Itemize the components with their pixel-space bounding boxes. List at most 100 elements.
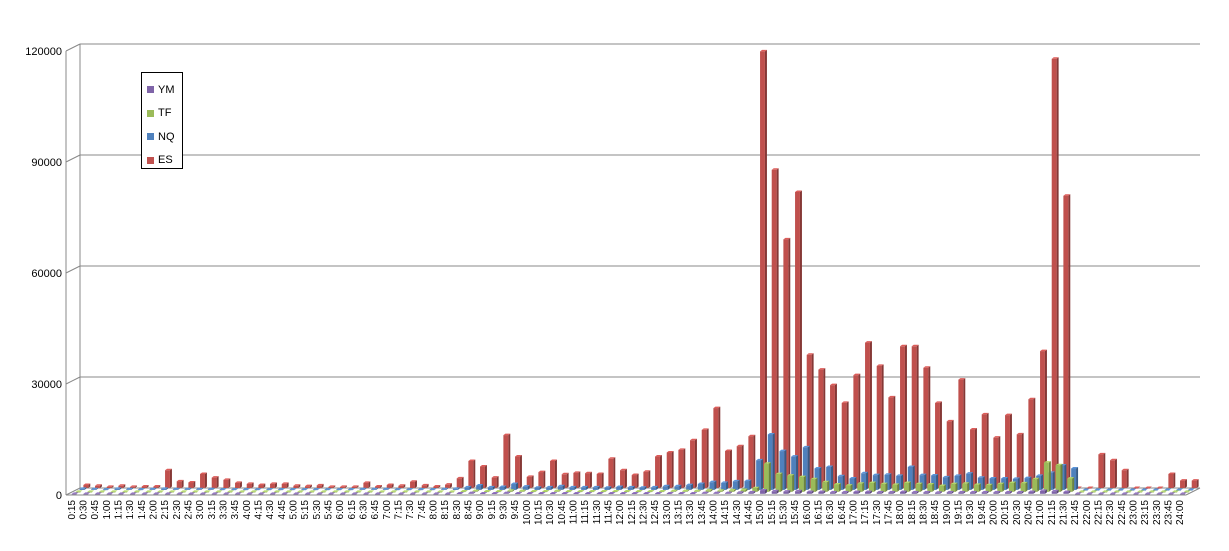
bar-side bbox=[904, 344, 907, 488]
bar-es-15:30 bbox=[795, 190, 802, 488]
bar-ym-16:00 bbox=[806, 490, 814, 494]
bar-top bbox=[445, 483, 452, 485]
bar-top bbox=[1172, 490, 1180, 492]
bar-es-8:45 bbox=[480, 465, 487, 488]
bar-top bbox=[771, 168, 779, 170]
bar-nq-12:00 bbox=[627, 485, 635, 490]
bar-front bbox=[106, 486, 112, 488]
bar-top bbox=[526, 491, 534, 494]
bar-ym-11:30 bbox=[596, 491, 604, 495]
bar-side bbox=[659, 491, 662, 494]
bar-side bbox=[858, 490, 861, 494]
bar-top bbox=[417, 488, 425, 490]
bar-top bbox=[655, 455, 662, 457]
bar-side bbox=[932, 482, 935, 492]
bar-tf-17:45 bbox=[892, 483, 900, 492]
bar-side bbox=[329, 488, 332, 490]
legend-item-es: ES bbox=[142, 149, 182, 173]
bar-top bbox=[713, 406, 721, 409]
bar-side bbox=[271, 488, 274, 490]
bar-top bbox=[219, 488, 227, 490]
bar-top bbox=[981, 490, 989, 493]
bar-front bbox=[561, 493, 567, 495]
bar-front bbox=[413, 491, 419, 493]
bar-nq-1:30 bbox=[137, 488, 145, 491]
bar-front bbox=[596, 493, 602, 495]
bar-top bbox=[87, 490, 95, 492]
legend-item-tf: TF bbox=[142, 102, 182, 126]
bar-top bbox=[83, 492, 91, 494]
bar-top bbox=[841, 401, 849, 403]
bar-front bbox=[686, 485, 692, 490]
bar-tf-8:00 bbox=[437, 490, 445, 493]
bar-es-23:00 bbox=[1145, 486, 1152, 489]
bar-side bbox=[481, 484, 484, 490]
bar-front bbox=[690, 440, 695, 488]
bar-front bbox=[491, 493, 497, 495]
bar-side bbox=[469, 485, 472, 490]
bar-front bbox=[522, 486, 528, 490]
bar-front bbox=[1094, 489, 1100, 491]
bar-top bbox=[351, 485, 359, 487]
bar-side bbox=[862, 482, 865, 492]
bar-tf-19:15 bbox=[962, 482, 970, 492]
bar-nq-10:00 bbox=[534, 486, 542, 490]
bar-top bbox=[270, 492, 277, 494]
bar-top bbox=[1110, 458, 1117, 461]
bar-front bbox=[308, 491, 314, 493]
bar-tf-21:15 bbox=[1055, 463, 1063, 492]
bar-nq-13:00 bbox=[674, 484, 682, 490]
bar-side bbox=[597, 485, 600, 490]
bar-nq-10:15 bbox=[546, 485, 554, 490]
x-tick-label: 20:45 bbox=[1024, 500, 1035, 525]
bar-side bbox=[488, 490, 491, 492]
bar-top bbox=[289, 488, 297, 490]
bar-top bbox=[678, 448, 686, 450]
bar-es-14:45 bbox=[760, 49, 767, 489]
bar-side bbox=[274, 482, 277, 488]
bar-top bbox=[639, 486, 647, 488]
bar-es-10:30 bbox=[561, 472, 569, 488]
bar-side bbox=[84, 487, 87, 490]
bar-side bbox=[671, 491, 674, 494]
bar-top bbox=[946, 490, 954, 493]
bar-es-16:30 bbox=[841, 401, 849, 488]
bar-nq-15:00 bbox=[767, 432, 775, 490]
bar-front bbox=[332, 491, 338, 493]
bar-side bbox=[364, 487, 367, 490]
bar-front bbox=[1148, 491, 1154, 493]
bar-top bbox=[305, 492, 312, 494]
bar-nq-5:45 bbox=[336, 488, 344, 491]
bar-side bbox=[788, 490, 791, 494]
bar-top bbox=[1008, 481, 1016, 484]
bar-nq-5:15 bbox=[312, 488, 320, 491]
bar-side bbox=[473, 459, 476, 488]
bar-tf-20:00 bbox=[997, 482, 1005, 492]
bar-top bbox=[223, 492, 231, 494]
bar-nq-11:15 bbox=[592, 485, 600, 490]
bar-tf-23:45 bbox=[1172, 490, 1180, 493]
bar-front bbox=[289, 489, 295, 491]
bar-top bbox=[993, 436, 1001, 438]
bar-side bbox=[803, 475, 806, 492]
bar-top bbox=[748, 434, 756, 437]
bar-top bbox=[588, 490, 596, 492]
bar-top bbox=[806, 490, 814, 492]
bar-front bbox=[911, 492, 917, 494]
bar-front bbox=[573, 472, 579, 488]
bar-es-18:15 bbox=[923, 366, 931, 488]
bar-top bbox=[1024, 476, 1032, 479]
bar-top bbox=[1067, 477, 1075, 479]
bar-front bbox=[1040, 351, 1045, 488]
x-tick-label: 13:00 bbox=[662, 500, 673, 525]
bar-side bbox=[687, 489, 690, 492]
bar-top bbox=[752, 486, 760, 489]
bar-top bbox=[682, 489, 690, 492]
bar-top bbox=[172, 487, 180, 490]
bar-front bbox=[639, 487, 645, 490]
bar-front bbox=[343, 491, 349, 493]
bar-side bbox=[589, 471, 592, 488]
bar-front bbox=[410, 493, 415, 495]
bar-front bbox=[1156, 488, 1162, 489]
bar-top bbox=[1090, 490, 1098, 492]
